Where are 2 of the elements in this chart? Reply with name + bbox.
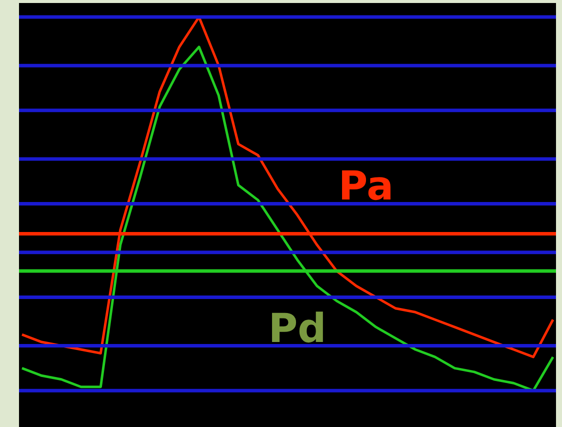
series-label: Pa — [338, 164, 394, 210]
series-label: Pd — [268, 306, 326, 352]
